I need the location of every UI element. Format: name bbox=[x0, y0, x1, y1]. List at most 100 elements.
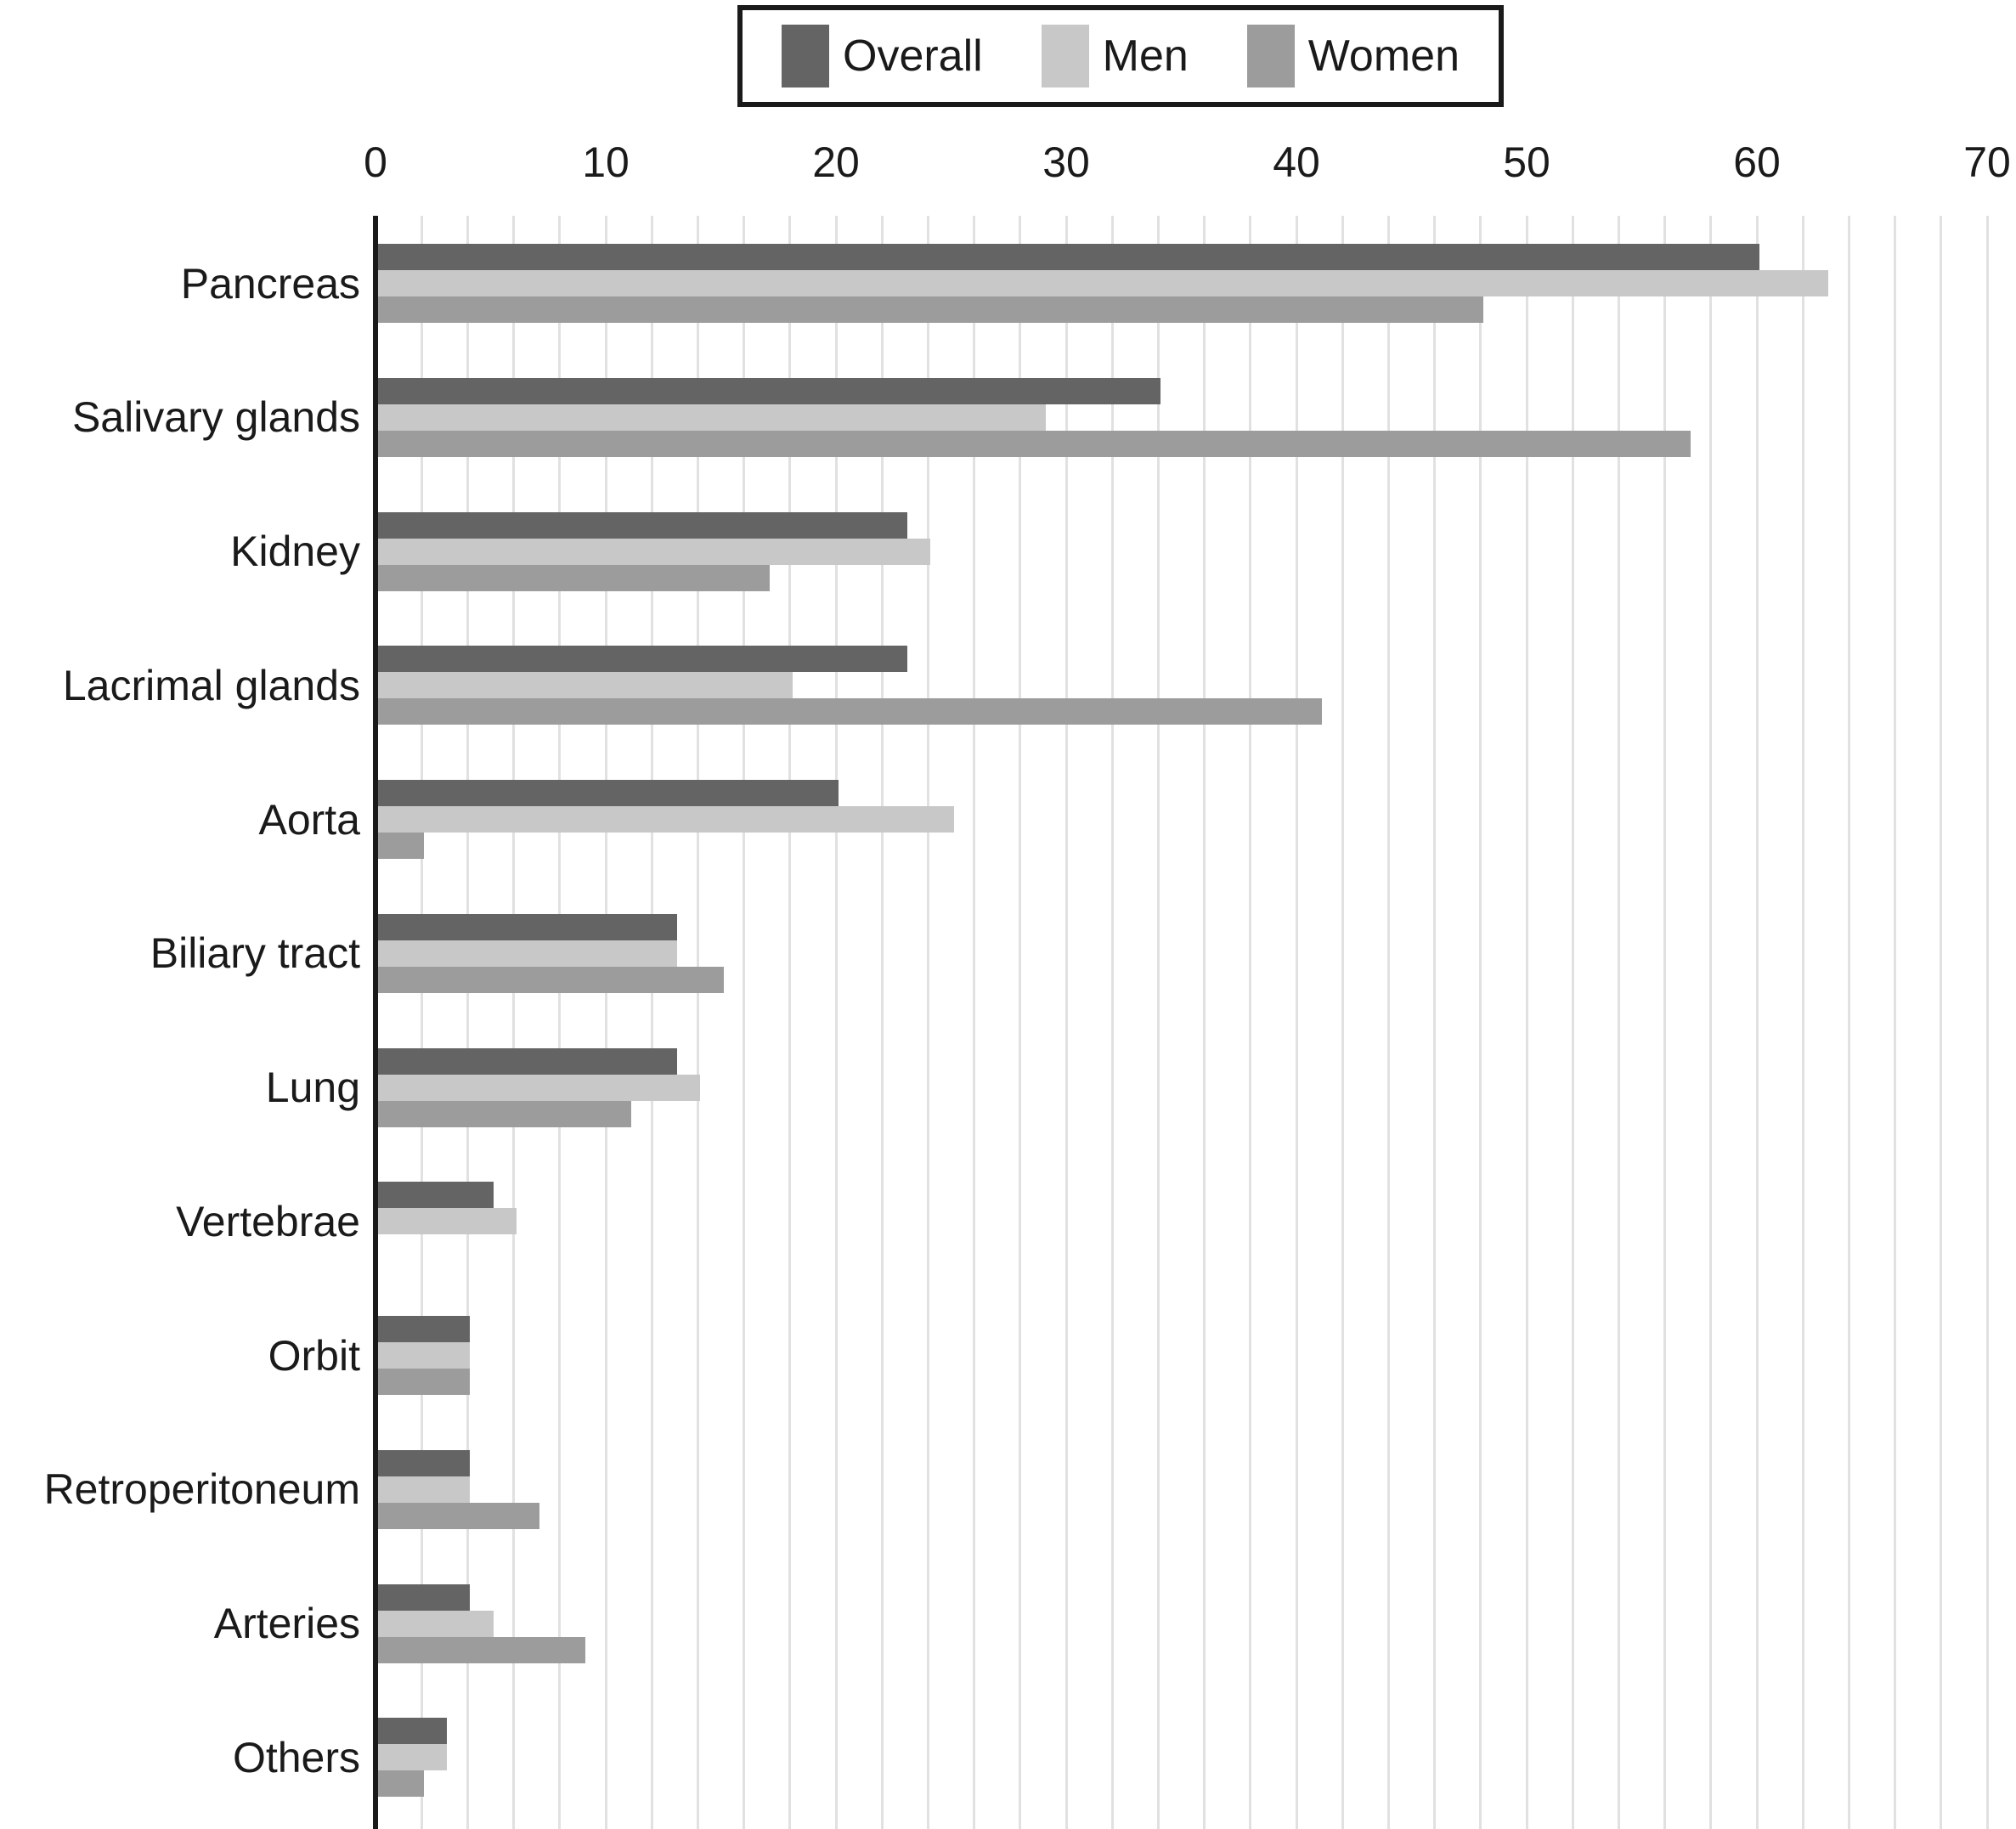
gridline bbox=[512, 216, 516, 1829]
category-label-vertebrae: Vertebrae bbox=[176, 1197, 360, 1245]
bar-lacrimal-glands-men bbox=[378, 672, 793, 699]
x-tick-label-30: 30 bbox=[1042, 138, 1090, 186]
gridline bbox=[558, 216, 562, 1829]
bar-salivary-glands-women bbox=[378, 430, 1691, 457]
legend: Overall Men Women bbox=[737, 5, 1504, 107]
gridline bbox=[926, 216, 929, 1829]
bar-lacrimal-glands-women bbox=[378, 698, 1323, 725]
gridline bbox=[1156, 216, 1160, 1829]
x-tick-label-50: 50 bbox=[1503, 138, 1550, 186]
gridline bbox=[1940, 216, 1943, 1829]
bar-lung-men bbox=[378, 1074, 701, 1101]
bar-retroperitoneum-women bbox=[378, 1502, 539, 1529]
x-tick-label-40: 40 bbox=[1273, 138, 1320, 186]
legend-item-women: Women bbox=[1246, 25, 1460, 87]
bar-pancreas-men bbox=[378, 270, 1829, 296]
gridline bbox=[1525, 216, 1528, 1829]
category-label-pancreas: Pancreas bbox=[180, 259, 360, 308]
legend-label: Men bbox=[1102, 31, 1189, 81]
gridline bbox=[696, 216, 699, 1829]
y-axis-line bbox=[373, 216, 378, 1829]
bar-vertebrae-men bbox=[378, 1208, 517, 1235]
x-tick-label-20: 20 bbox=[812, 138, 860, 186]
legend-item-men: Men bbox=[1041, 25, 1189, 87]
gridline bbox=[973, 216, 976, 1829]
gridline bbox=[1295, 216, 1298, 1829]
bar-kidney-men bbox=[378, 538, 931, 565]
gridline bbox=[834, 216, 838, 1829]
gridline bbox=[1801, 216, 1804, 1829]
category-label-salivary-glands: Salivary glands bbox=[71, 393, 360, 441]
gridline bbox=[1203, 216, 1206, 1829]
gridline bbox=[1064, 216, 1068, 1829]
gridline bbox=[650, 216, 653, 1829]
legend-swatch-overall bbox=[782, 25, 829, 87]
bar-retroperitoneum-men bbox=[378, 1476, 471, 1503]
bar-arteries-women bbox=[378, 1636, 585, 1663]
legend-label: Women bbox=[1307, 31, 1460, 81]
category-label-biliary-tract: Biliary tract bbox=[150, 929, 360, 977]
gridline bbox=[1249, 216, 1252, 1829]
bar-lung-women bbox=[378, 1100, 632, 1127]
bar-others-men bbox=[378, 1744, 448, 1771]
gridline bbox=[1617, 216, 1620, 1829]
bar-orbit-overall bbox=[378, 1316, 471, 1342]
bar-arteries-men bbox=[378, 1610, 494, 1637]
plot-area bbox=[376, 216, 2016, 1829]
bar-pancreas-overall bbox=[378, 244, 1759, 270]
category-label-kidney: Kidney bbox=[230, 527, 360, 575]
bar-vertebrae-overall bbox=[378, 1182, 494, 1209]
bar-aorta-men bbox=[378, 806, 954, 833]
x-tick-label-0: 0 bbox=[364, 138, 387, 186]
bar-salivary-glands-overall bbox=[378, 377, 1161, 404]
gridline bbox=[1571, 216, 1574, 1829]
bar-biliary-tract-women bbox=[378, 966, 724, 993]
gridline bbox=[1110, 216, 1114, 1829]
bar-aorta-women bbox=[378, 833, 425, 859]
category-label-retroperitoneum: Retroperitoneum bbox=[43, 1465, 360, 1513]
gridline bbox=[880, 216, 884, 1829]
legend-swatch-women bbox=[1246, 25, 1295, 87]
gridline bbox=[1709, 216, 1713, 1829]
category-label-aorta: Aorta bbox=[258, 795, 360, 844]
gridline bbox=[604, 216, 607, 1829]
gridline bbox=[1894, 216, 1897, 1829]
bar-kidney-overall bbox=[378, 511, 908, 539]
category-label-others: Others bbox=[232, 1733, 360, 1781]
bar-orbit-women bbox=[378, 1369, 471, 1395]
bar-kidney-women bbox=[378, 564, 770, 591]
x-tick-label-10: 10 bbox=[582, 138, 630, 186]
bar-pancreas-women bbox=[378, 296, 1483, 323]
legend-item-overall: Overall bbox=[782, 25, 983, 87]
gridline bbox=[1847, 216, 1850, 1829]
category-label-arteries: Arteries bbox=[213, 1599, 360, 1647]
gridline bbox=[1386, 216, 1390, 1829]
gridline bbox=[420, 216, 423, 1829]
legend-swatch-men bbox=[1041, 25, 1089, 87]
gridline bbox=[1663, 216, 1667, 1829]
bar-others-women bbox=[378, 1770, 425, 1798]
gridline bbox=[1755, 216, 1759, 1829]
gridline bbox=[788, 216, 792, 1829]
x-tick-label-70: 70 bbox=[1963, 138, 2011, 186]
gridline bbox=[466, 216, 469, 1829]
bar-lung-overall bbox=[378, 1047, 678, 1075]
bar-salivary-glands-men bbox=[378, 404, 1046, 431]
legend-label: Overall bbox=[843, 31, 983, 81]
gridline bbox=[743, 216, 746, 1829]
bar-others-overall bbox=[378, 1718, 448, 1745]
gridline bbox=[1019, 216, 1022, 1829]
category-label-lacrimal-glands: Lacrimal glands bbox=[62, 661, 360, 709]
gridline bbox=[1341, 216, 1344, 1829]
bar-aorta-overall bbox=[378, 780, 839, 806]
gridline bbox=[1433, 216, 1437, 1829]
bar-orbit-men bbox=[378, 1342, 471, 1369]
bar-biliary-tract-overall bbox=[378, 913, 678, 940]
category-label-orbit: Orbit bbox=[268, 1331, 360, 1380]
gridline bbox=[1479, 216, 1482, 1829]
category-label-lung: Lung bbox=[265, 1063, 360, 1111]
bar-biliary-tract-men bbox=[378, 940, 678, 967]
bar-arteries-overall bbox=[378, 1583, 471, 1611]
bar-retroperitoneum-overall bbox=[378, 1449, 471, 1476]
